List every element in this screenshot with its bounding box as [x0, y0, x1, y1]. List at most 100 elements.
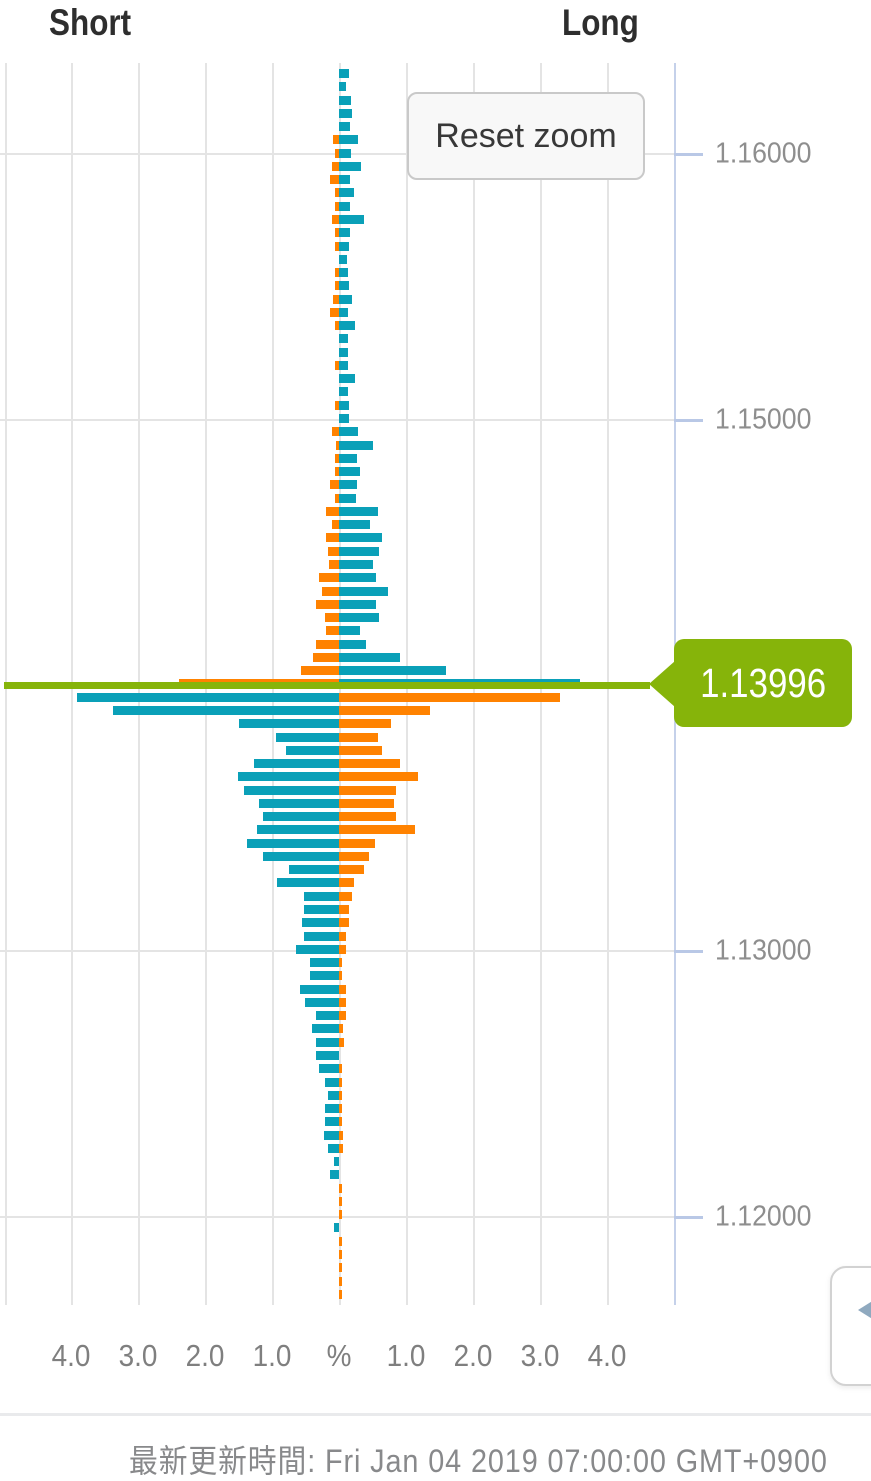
position-bar-short	[335, 360, 339, 370]
position-bar-long	[339, 214, 364, 224]
position-bar-long	[339, 1276, 342, 1286]
position-bar-long	[339, 228, 350, 238]
position-bar-long	[339, 533, 382, 543]
position-bar-long	[339, 467, 360, 477]
position-bar-short	[325, 1117, 339, 1127]
position-bar-long	[339, 772, 418, 782]
position-bar-short	[328, 546, 339, 556]
position-bar-short	[328, 1143, 339, 1153]
position-bar-short	[312, 1024, 339, 1034]
position-bar-short	[329, 559, 339, 569]
reset-zoom-label: Reset zoom	[435, 116, 617, 155]
position-bar-short	[316, 1011, 339, 1021]
position-bar-long	[339, 108, 352, 118]
position-bar-short	[336, 440, 339, 450]
position-bar-long	[339, 440, 373, 450]
position-bar-long	[339, 812, 396, 822]
position-bar-short	[324, 1130, 339, 1140]
footer-divider	[0, 1413, 871, 1416]
left-arrow-icon	[858, 1295, 871, 1325]
position-bar-short	[326, 533, 339, 543]
x-axis-tick-label: 2.0	[453, 1338, 493, 1373]
position-bar-short	[335, 241, 339, 251]
position-bar-short	[319, 1064, 339, 1074]
position-bar-long	[339, 838, 375, 848]
position-bar-long	[339, 666, 446, 676]
position-bar-long	[339, 427, 358, 437]
position-bar-long	[339, 997, 346, 1007]
position-bar-short	[330, 307, 339, 317]
x-axis-tick-label: 4.0	[587, 1338, 626, 1373]
position-bar-long	[339, 414, 349, 424]
position-bar-short	[286, 745, 339, 755]
position-bar-short	[335, 188, 339, 198]
position-bar-short	[332, 520, 339, 530]
position-bar-long	[339, 546, 379, 556]
position-bar-short	[259, 798, 339, 808]
position-bar-long	[339, 188, 354, 198]
position-bar-long	[339, 1183, 342, 1193]
position-bar-long	[339, 918, 349, 928]
position-bar-long	[339, 506, 378, 516]
position-bar-short	[333, 135, 339, 145]
x-axis-tick-label: 4.0	[51, 1338, 91, 1373]
position-bar-short	[77, 692, 339, 702]
position-bar-long	[339, 1117, 342, 1127]
position-bar-short	[326, 626, 339, 636]
current-price-line	[4, 682, 650, 689]
position-bar-long	[339, 613, 379, 623]
position-bar-short	[310, 958, 339, 968]
position-bar-long	[339, 1210, 342, 1220]
position-bar-long	[339, 944, 346, 954]
position-bar-long	[339, 626, 360, 636]
position-bar-long	[339, 281, 349, 291]
position-bar-long	[339, 334, 348, 344]
position-bar-short	[335, 400, 339, 410]
position-bar-long	[339, 95, 351, 105]
position-bar-short	[334, 1157, 339, 1167]
position-bar-long	[339, 400, 349, 410]
position-bar-short	[316, 1037, 339, 1047]
position-bar-short	[304, 891, 339, 901]
side-panel-button[interactable]	[830, 1266, 871, 1386]
position-bar-short	[302, 918, 339, 928]
position-bar-long	[339, 1289, 342, 1299]
position-bar-long	[339, 1130, 343, 1140]
position-bar-short	[335, 467, 339, 477]
position-bar-short	[335, 148, 339, 158]
position-bar-long	[339, 254, 347, 264]
position-bar-short	[296, 944, 339, 954]
position-bar-short	[113, 705, 339, 715]
position-bar-long	[339, 798, 394, 808]
position-bar-short	[263, 812, 339, 822]
current-price-badge-tail	[649, 661, 675, 707]
position-bar-long	[339, 520, 370, 530]
reset-zoom-button[interactable]: Reset zoom	[407, 92, 645, 180]
position-bar-short	[325, 1104, 339, 1114]
position-bar-short	[335, 201, 339, 211]
position-bar-short	[335, 228, 339, 238]
price-axis-label: 1.13000	[715, 934, 812, 967]
position-bar-short	[289, 865, 339, 875]
position-bar-short	[333, 294, 339, 304]
x-axis-tick-label: 2.0	[185, 1338, 225, 1373]
position-bar-long	[339, 719, 391, 729]
x-axis-tick-label: 1.0	[386, 1338, 426, 1373]
position-bar-long	[339, 865, 364, 875]
position-bar-long	[339, 905, 349, 914]
position-bar-long	[339, 1263, 342, 1273]
position-bar-long	[339, 984, 346, 994]
position-bar-short	[254, 759, 339, 769]
position-bar-long	[339, 161, 361, 171]
position-bar-short	[332, 214, 339, 224]
position-bar-long	[339, 1143, 343, 1153]
position-bar-short	[257, 825, 339, 835]
position-bar-long	[339, 1077, 342, 1087]
position-bar-short	[322, 586, 339, 596]
x-axis-unit-label: %	[326, 1338, 352, 1373]
price-axis-label: 1.15000	[715, 403, 812, 436]
position-bar-long	[339, 851, 369, 861]
position-bar-long	[339, 387, 348, 397]
position-bar-long	[339, 559, 373, 569]
